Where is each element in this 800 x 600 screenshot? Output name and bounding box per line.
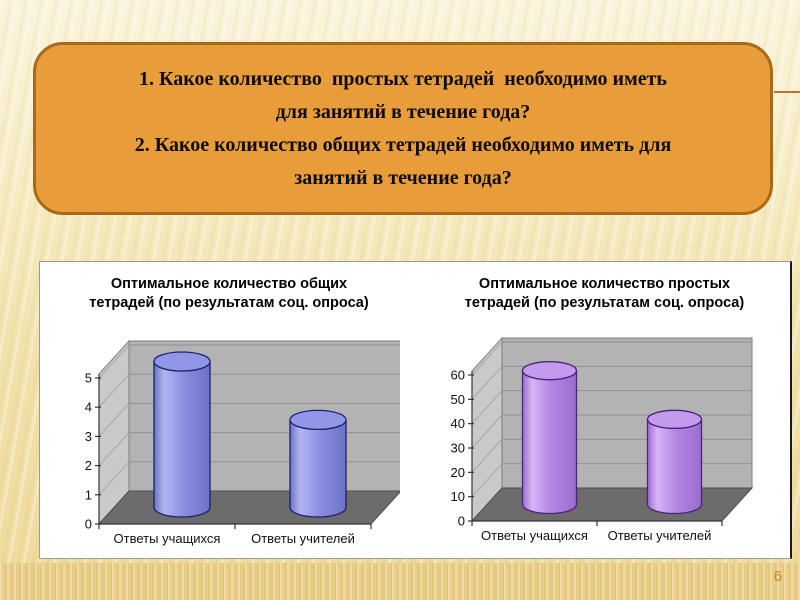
gridline-wall-left	[98, 373, 130, 408]
cylinder-top-0	[153, 351, 211, 372]
category-label: Ответы учителей	[608, 528, 712, 543]
value-tick-label: 20	[451, 465, 465, 480]
cylinder-body-0	[521, 370, 578, 515]
chart-simple-notebooks: Оптимальное количество простых тетрадей …	[400, 262, 791, 558]
value-tick-label: 3	[85, 429, 92, 444]
charts-panel: Оптимальное количество общих тетрадей (п…	[39, 261, 792, 559]
chart-simple-notebooks-plot: 0 10 20 30 40 50 60 Ответы учащихся Ответы учите…	[451, 336, 754, 543]
floor	[97, 490, 400, 525]
cylinder-body-1	[289, 419, 347, 518]
gridline-wall-left	[98, 403, 130, 437]
value-tick-label: 60	[451, 368, 465, 383]
cylinder-top-1	[289, 409, 347, 431]
chart-title-line-1: Оптимальное количество общих	[110, 276, 348, 292]
value-tick-label: 40	[451, 416, 465, 431]
slide-page-number: 6	[773, 568, 782, 585]
chart-title-line-2: тетрадей (по результатам соц. опроса)	[464, 295, 745, 311]
gridline-wall-left	[98, 344, 130, 379]
floor	[470, 487, 754, 522]
gridline-wall-left	[471, 365, 503, 400]
gridline-wall-left	[471, 438, 503, 473]
gridline-wall-left	[98, 461, 130, 496]
footer-band: 6	[0, 563, 800, 600]
value-tick-label: 30	[451, 441, 465, 456]
chart-title: Оптимальное количество простых тетрадей …	[400, 262, 791, 332]
cylinder-top-1	[646, 409, 703, 429]
chart-common-notebooks-plot: 0 1 2 3 4 5 Ответы учащихся Ответы учителей	[85, 339, 400, 546]
gridline-wall-left	[98, 432, 130, 466]
chart-title: Оптимальное количество общих тетрадей (п…	[40, 262, 400, 332]
theme-accent-line	[774, 91, 800, 93]
cylinder-top-0	[521, 361, 578, 381]
chart-title-line-1: Оптимальное количество простых	[478, 276, 731, 292]
question-line-2: для занятий в течение года?	[275, 100, 531, 123]
value-tick-label: 50	[451, 392, 465, 407]
gridline-wall-left	[471, 390, 503, 425]
category-label: Ответы учащихся	[114, 531, 221, 546]
chart-title-line-2: тетрадей (по результатам соц. опроса)	[89, 295, 369, 311]
question-line-1: 1. Какое количество простых тетрадей нео…	[139, 67, 667, 90]
gridline-wall-left	[471, 414, 503, 449]
value-tick-label: 5	[85, 371, 92, 386]
category-label: Ответы учителей	[251, 531, 355, 546]
category-label: Ответы учащихся	[481, 528, 588, 543]
value-tick-label: 2	[85, 458, 92, 473]
question-line-4: занятий в течение года?	[294, 166, 512, 189]
cylinder-body-1	[646, 419, 703, 515]
gridline-wall-left	[471, 341, 503, 376]
cylinder-body-0	[153, 361, 211, 518]
value-tick-label: 0	[458, 514, 465, 529]
question-line-3: 2. Какое количество общих тетрадей необх…	[134, 133, 672, 156]
value-tick-label: 0	[85, 517, 92, 532]
value-tick-label: 4	[85, 400, 92, 415]
gridline-wall-left	[471, 463, 503, 498]
chart-common-notebooks: Оптимальное количество общих тетрадей (п…	[40, 262, 400, 558]
value-tick-label: 1	[85, 487, 92, 502]
question-text-box: 1. Какое количество простых тетрадей нео…	[33, 42, 773, 215]
value-tick-label: 10	[451, 489, 465, 504]
